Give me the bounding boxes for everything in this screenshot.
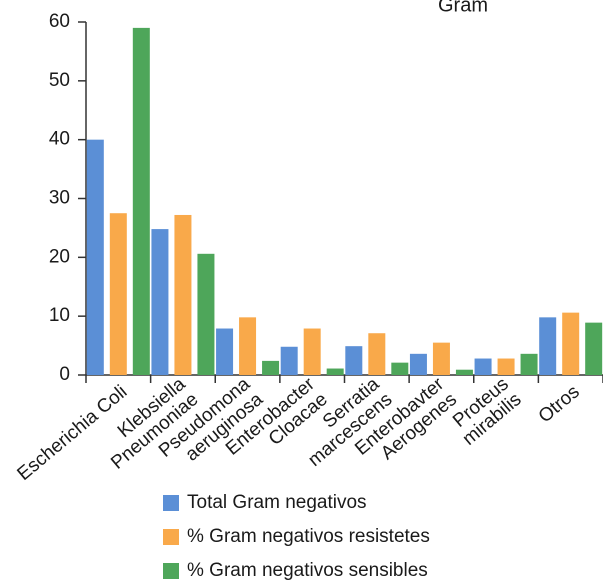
legend-label-total: Total Gram negativos: [187, 492, 367, 513]
y-tick-label: 30: [49, 188, 70, 209]
x-tick-label-line: Otros: [535, 381, 584, 427]
y-tick-label: 40: [49, 129, 70, 150]
bar: [391, 362, 409, 375]
bar: [585, 322, 603, 375]
y-tick-label: 0: [59, 364, 70, 385]
bar: [86, 139, 104, 375]
bar: [409, 353, 427, 375]
legend-swatch-resistentes: [163, 529, 179, 545]
y-tick-label: 10: [49, 305, 70, 326]
bar: [562, 312, 580, 375]
bar: [174, 214, 192, 375]
bar: [455, 369, 473, 375]
bar: [262, 360, 280, 375]
y-tick-label: 20: [49, 246, 70, 267]
x-tick-label: Escherichia Coli: [14, 381, 132, 485]
bar: [303, 328, 321, 375]
bar: [474, 358, 492, 375]
legend-label-sensibles: % Gram negativos sensibles: [187, 560, 428, 581]
bar: [368, 333, 386, 375]
y-tick-label: 50: [49, 70, 70, 91]
chart-title: Gram: [438, 0, 488, 16]
bar: [151, 229, 169, 375]
bar: [432, 342, 450, 375]
legend-swatch-sensibles: [163, 563, 179, 579]
legend-item-sensibles: % Gram negativos sensibles: [163, 554, 430, 588]
x-tick-label-line: Escherichia Coli: [14, 381, 132, 485]
bar: [539, 317, 557, 375]
bar: [497, 358, 515, 375]
bar: [132, 27, 150, 376]
y-tick-label: 60: [49, 11, 70, 32]
bar: [280, 346, 298, 375]
y-axis: 0 10 20 30 40 50 60: [49, 11, 87, 385]
bar: [345, 346, 363, 375]
x-tick-labels: Escherichia ColiKlebsiellaPneumoniaePseu…: [14, 373, 584, 485]
x-tick-label: Proteusmirabilis: [446, 374, 526, 450]
bar: [520, 353, 538, 375]
legend: Total Gram negativos % Gram negativos re…: [163, 486, 430, 588]
x-tick-label: Otros: [535, 381, 584, 427]
legend-label-resistentes: % Gram negativos resistetes: [187, 526, 430, 547]
x-axis: [85, 374, 603, 383]
bar: [326, 368, 344, 375]
bar: [109, 213, 127, 375]
bar: [239, 317, 257, 375]
bar: [216, 328, 234, 375]
legend-item-total: Total Gram negativos: [163, 486, 430, 520]
bar: [197, 253, 215, 375]
bars-group: [86, 27, 603, 376]
legend-swatch-total: [163, 495, 179, 511]
legend-item-resistentes: % Gram negativos resistetes: [163, 520, 430, 554]
